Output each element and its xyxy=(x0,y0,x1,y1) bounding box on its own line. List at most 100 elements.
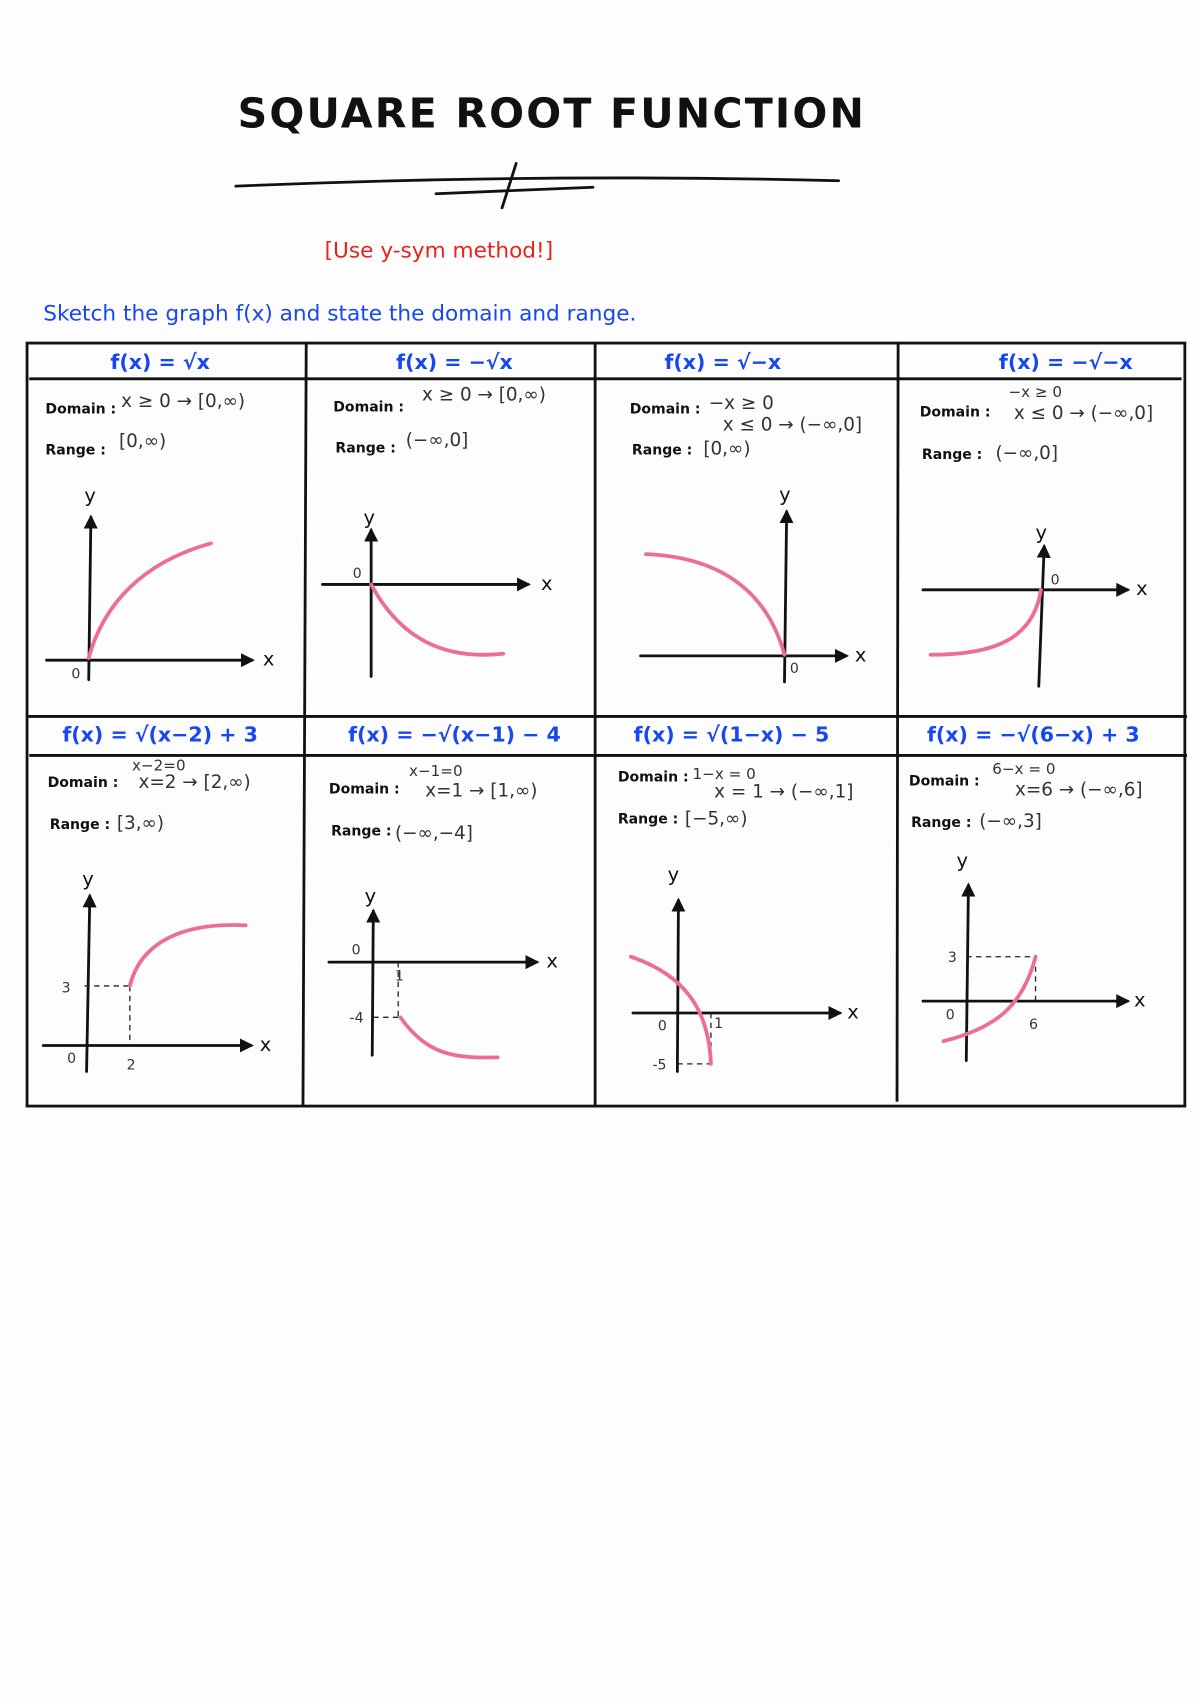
graph-label: 3 xyxy=(948,950,957,966)
graph-sqrt-1-minus-x-minus-5: y 0 1 -5 x xyxy=(628,863,859,1073)
graph-label: x xyxy=(1134,989,1146,1012)
domain-value: −x ≥ 0 xyxy=(1008,383,1062,401)
domain-value: x = 1 → (−∞,1] xyxy=(714,782,853,803)
graph-label: y xyxy=(957,849,969,872)
cell-formula: f(x) = −√(6−x) + 3 xyxy=(927,722,1140,746)
graph-label: x xyxy=(847,1000,859,1023)
graph-label: 1 xyxy=(395,969,404,985)
range-value: (−∞,0] xyxy=(406,430,469,451)
graph-label: x xyxy=(260,1033,272,1056)
domain-value: x ≤ 0 → (−∞,0] xyxy=(1014,403,1153,424)
instruction: Sketch the graph f(x) and state the doma… xyxy=(43,301,636,326)
curve xyxy=(86,541,213,660)
graph-label: -5 xyxy=(652,1057,666,1073)
graph-label: y xyxy=(1036,521,1048,544)
domain-value: x ≤ 0 → (−∞,0] xyxy=(723,415,862,436)
graph-line xyxy=(127,923,248,988)
graph-line xyxy=(366,908,381,1057)
range-value: (−∞,3] xyxy=(979,811,1042,832)
graph-label: -4 xyxy=(350,1011,364,1027)
range-label: Range : xyxy=(922,447,982,463)
graph-label: 0 xyxy=(352,943,361,959)
range-label: Range : xyxy=(911,815,971,831)
domain-label: Domain : xyxy=(333,399,404,415)
graph-label: 2 xyxy=(127,1057,136,1073)
range-value: [0,∞) xyxy=(119,431,166,452)
range-label: Range : xyxy=(50,817,110,833)
graph-label: 0 xyxy=(790,661,799,677)
graph-line xyxy=(941,954,1038,1044)
cell-formula: f(x) = −√(x−1) − 4 xyxy=(348,722,561,746)
domain-value: x=1 → [1,∞) xyxy=(425,781,537,802)
graph-label: 6 xyxy=(1029,1017,1038,1033)
range-label: Range : xyxy=(331,824,391,840)
cell-formula: f(x) = √(x−2) + 3 xyxy=(62,722,258,746)
domain-label: Domain : xyxy=(45,401,116,417)
domain-value: x=6 → (−∞,6] xyxy=(1015,779,1143,800)
graph-label: y xyxy=(365,885,377,908)
graph-line xyxy=(82,893,97,1073)
range-value: [0,∞) xyxy=(703,439,750,460)
graph-line xyxy=(966,956,1037,1002)
graph-sqrt-x-minus-2-plus-3: y 3 0 2 x xyxy=(41,867,272,1073)
graph-line xyxy=(398,1015,500,1060)
range-label: Range : xyxy=(632,443,692,459)
domain-value: x−2=0 xyxy=(132,757,186,775)
graph-label: x xyxy=(1136,577,1148,600)
graph-label: 0 xyxy=(353,566,362,582)
graph-label: y xyxy=(668,863,680,886)
domain-value: x−1=0 xyxy=(409,762,463,780)
cell-formula: f(x) = −√−x xyxy=(999,350,1133,374)
graph-line xyxy=(628,954,713,1066)
domain-value: 1−x = 0 xyxy=(693,765,756,783)
range-label: Range : xyxy=(45,443,105,459)
domain-label: Domain : xyxy=(48,775,119,791)
domain-label: Domain : xyxy=(329,781,400,797)
graph-neg-sqrt-x-minus-1-minus-4: y 0 -4 1 x xyxy=(327,885,558,1060)
graph-label: 1 xyxy=(714,1016,723,1032)
graph-line xyxy=(644,552,787,657)
graph-sqrt-x: y 0 x xyxy=(45,484,275,683)
graph-neg-sqrt-x: y 0 x xyxy=(321,506,553,678)
origin-label: 0 xyxy=(71,667,80,683)
graph-neg-sqrt-neg-x: y 0 x xyxy=(921,521,1148,688)
graph-line xyxy=(369,582,506,657)
method-note: [Use y-sym method!] xyxy=(325,239,554,264)
range-value: [−5,∞) xyxy=(685,809,748,830)
range-label: Range : xyxy=(618,812,678,828)
graph-label: x xyxy=(541,572,553,595)
graph-line xyxy=(1036,543,1051,688)
range-value: [3,∞) xyxy=(117,813,164,834)
graph-label: y xyxy=(82,867,94,890)
domain-value: 6−x = 0 xyxy=(992,760,1055,778)
graph-label: 0 xyxy=(1051,572,1060,588)
graph-label: 0 xyxy=(67,1051,76,1067)
page-title: SQUARE ROOT FUNCTION xyxy=(238,90,866,138)
graph-label: x xyxy=(546,950,558,973)
domain-label: Domain : xyxy=(618,769,689,785)
title-underline xyxy=(234,162,840,210)
graph-label: 3 xyxy=(62,980,71,996)
domain-label: Domain : xyxy=(909,774,980,790)
graph-label: y xyxy=(779,483,791,506)
graph-label: x xyxy=(855,643,867,666)
y-axis-label: y xyxy=(84,484,96,507)
domain-value: −x ≥ 0 xyxy=(709,393,774,414)
range-value: (−∞,−4] xyxy=(395,823,473,844)
domain-value: x ≥ 0 → [0,∞) xyxy=(422,384,546,405)
range-label: Range : xyxy=(335,440,395,456)
graph-label: y xyxy=(364,506,376,529)
graph-line xyxy=(373,962,399,1018)
cell-formula: f(x) = √−x xyxy=(664,350,781,374)
domain-value: x ≥ 0 → [0,∞) xyxy=(121,391,245,412)
graph-line xyxy=(84,985,131,1046)
range-value: (−∞,0] xyxy=(995,443,1058,464)
graph-line xyxy=(961,882,976,1063)
x-axis-label: x xyxy=(263,648,275,671)
graph-sqrt-neg-x: y 0 x xyxy=(639,483,867,684)
graph-line xyxy=(928,587,1043,657)
graph-label: 0 xyxy=(658,1018,667,1034)
table-grid xyxy=(25,341,1188,1108)
graph-line xyxy=(677,1013,712,1065)
